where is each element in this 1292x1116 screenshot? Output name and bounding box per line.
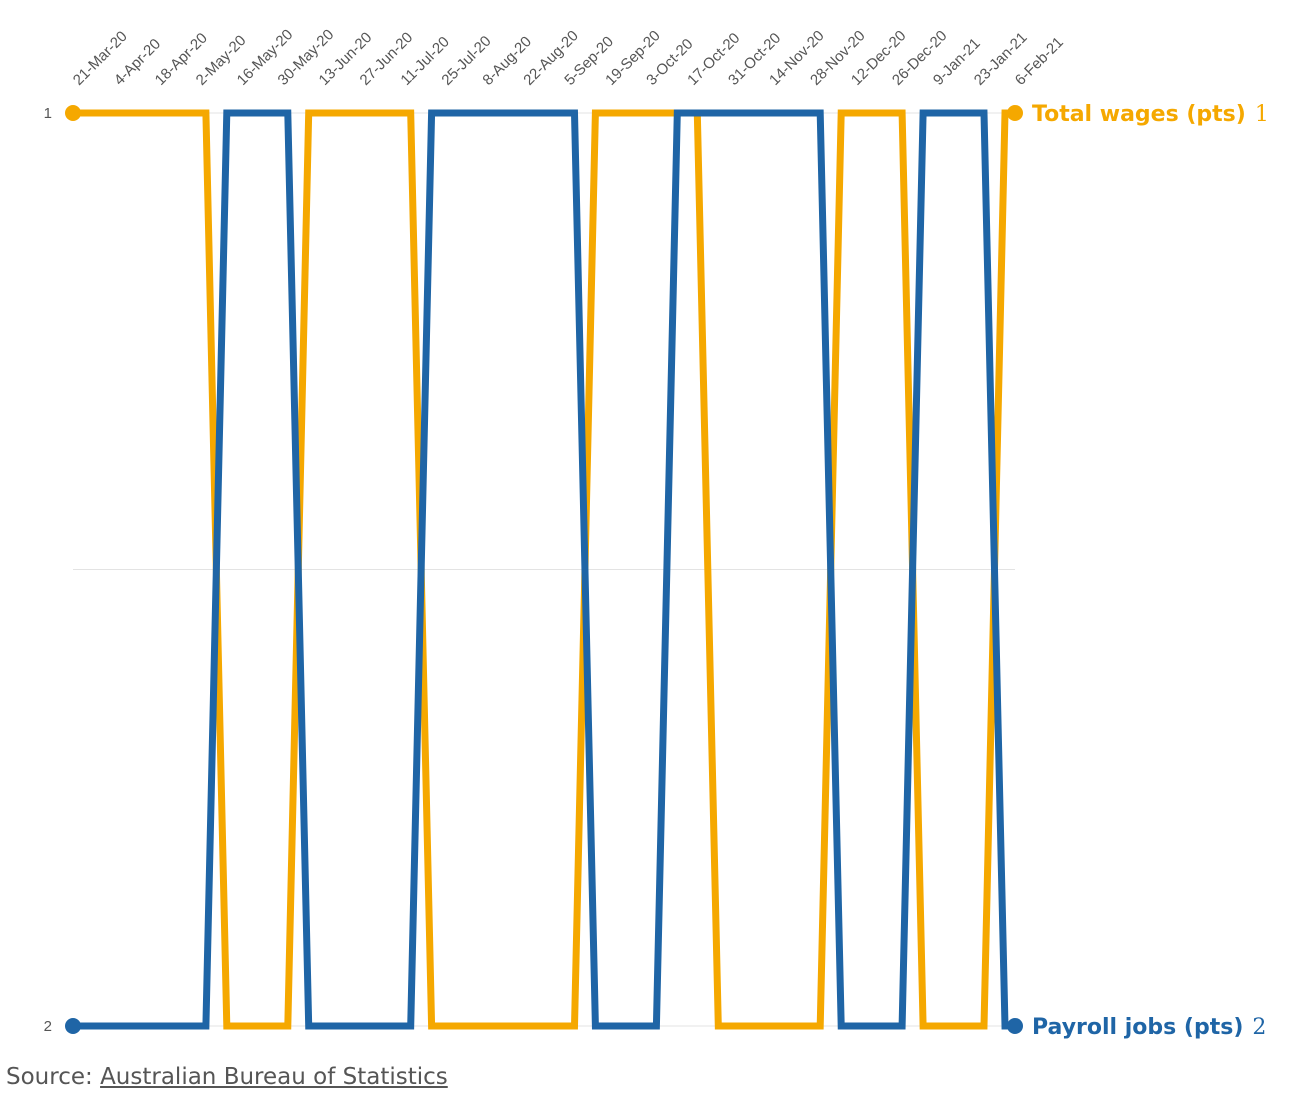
series-end-value: 2 xyxy=(1252,1015,1266,1040)
series-start-point xyxy=(65,1018,81,1034)
series-end-value: 1 xyxy=(1255,102,1269,127)
series-end-label: Payroll jobs (pts) 2 xyxy=(1032,1015,1266,1040)
source-prefix: Source: xyxy=(6,1064,101,1090)
series-start-point xyxy=(65,105,81,121)
series-lines xyxy=(65,105,1023,1034)
y-tick-label: 1 xyxy=(44,105,52,122)
series-end-point xyxy=(1007,1018,1023,1034)
series-name: Total wages (pts) xyxy=(1032,102,1246,127)
y-axis-ticks: 12 xyxy=(44,105,52,1035)
series-name: Payroll jobs (pts) xyxy=(1032,1015,1243,1040)
series-end-label: Total wages (pts) 1 xyxy=(1032,102,1269,127)
series-end-point xyxy=(1007,105,1023,121)
end-labels: Total wages (pts) 1 Payroll jobs (pts) 2 xyxy=(1032,102,1269,1040)
y-tick-label: 2 xyxy=(44,1018,52,1035)
source-link[interactable]: Australian Bureau of Statistics xyxy=(100,1064,448,1090)
x-axis-ticks: 21-Mar-204-Apr-2018-Apr-202-May-2016-May… xyxy=(70,26,1067,89)
source-note: Source: Australian Bureau of Statistics xyxy=(6,1064,448,1090)
series-line-1 xyxy=(73,109,1015,1030)
